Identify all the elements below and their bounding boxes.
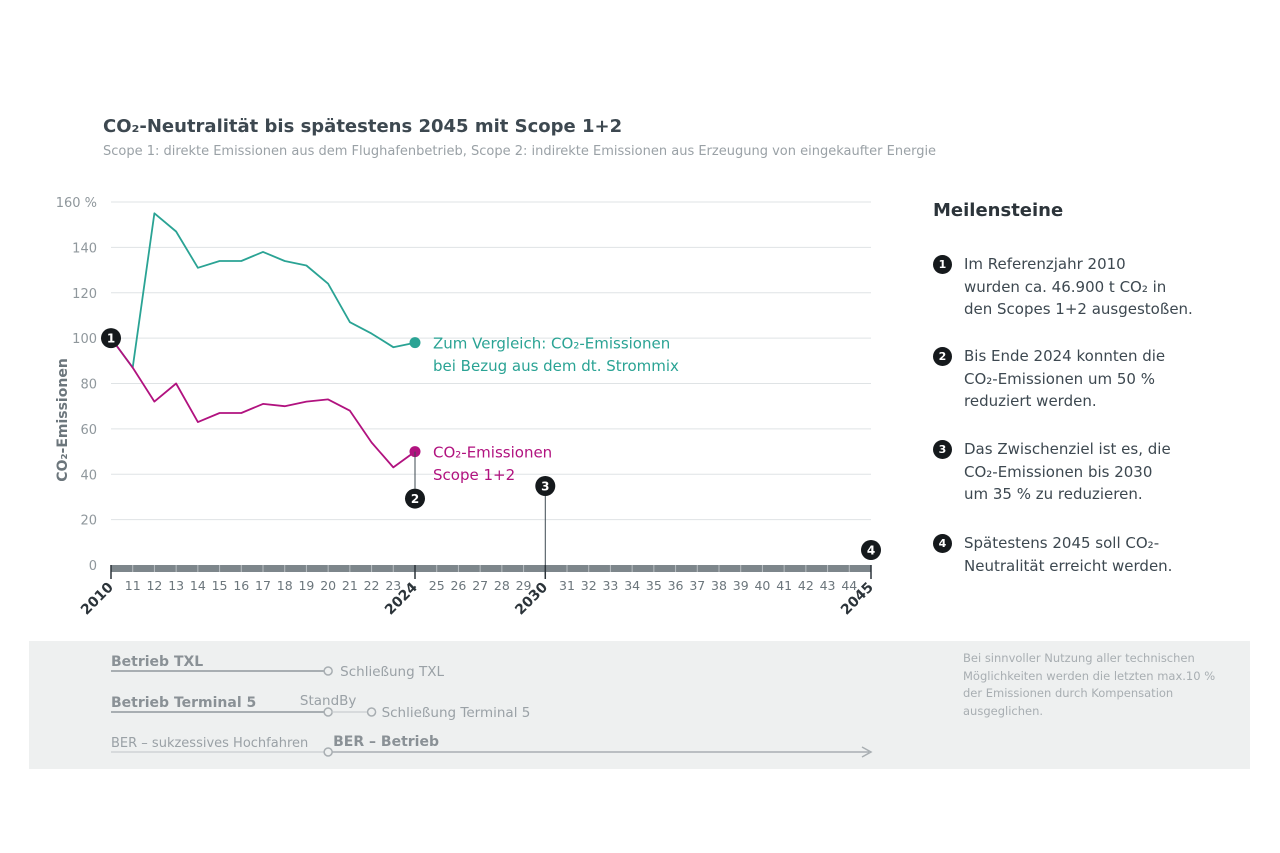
x-tick-label: 26 (450, 578, 466, 593)
x-tick-label: 27 (472, 578, 488, 593)
timeline-ber-label: BER – Betrieb (333, 734, 439, 750)
x-tick-label: 37 (689, 578, 705, 593)
annotation-number-4: 4 (867, 544, 875, 558)
series-label-2: CO₂-Emissionen (433, 444, 552, 462)
x-tick-label: 13 (168, 578, 184, 593)
x-tick-label: 11 (125, 578, 141, 593)
series-label-1: bei Bezug aus dem dt. Strommix (433, 357, 679, 375)
x-tick-label: 41 (776, 578, 792, 593)
timeline-txl-end-label: Schließung TXL (340, 664, 444, 680)
series-label-2: Scope 1+2 (433, 466, 515, 484)
x-tick-label: 40 (754, 578, 770, 593)
series-endpoint-1 (409, 337, 421, 349)
x-tick-label: 16 (233, 578, 249, 593)
x-tick-label: 33 (602, 578, 618, 593)
x-tick-label: 39 (733, 578, 749, 593)
milestone-4-text: Spätestens 2045 soll CO₂- Neutralität er… (964, 534, 1173, 575)
x-tick-label: 32 (581, 578, 597, 593)
timeline-band (29, 641, 1250, 769)
series-line-1 (110, 212, 416, 369)
x-tick-label: 44 (841, 578, 857, 593)
y-tick-label: 100 (72, 332, 97, 347)
y-tick-label: 160 % (56, 196, 97, 211)
y-axis-label: CO₂-Emissionen (55, 358, 71, 482)
y-tick-label: 120 (72, 287, 97, 302)
x-tick-label: 42 (798, 578, 814, 593)
timeline-t5-end (366, 707, 377, 717)
annotation-badge-4 (861, 540, 881, 560)
chart-title: CO₂-Neutralität bis spätestens 2045 mit … (103, 116, 623, 137)
series-label-1: Zum Vergleich: CO₂-Emissionen (433, 335, 670, 353)
y-tick-label: 40 (80, 468, 97, 483)
annotation-number-2: 2 (411, 492, 419, 506)
compensation-note: Bei sinnvoller Nutzung aller technischen… (963, 651, 1216, 718)
annotation-badge-1 (101, 328, 121, 349)
y-tick-label: 140 (72, 241, 97, 256)
y-tick-label: 60 (80, 423, 97, 438)
y-tick-label: 80 (80, 378, 97, 393)
milestone-1-text: Im Referenzjahr 2010 wurden ca. 46.900 t… (964, 255, 1193, 318)
x-tick-label: 19 (298, 578, 314, 593)
annotation-number-3: 3 (541, 480, 549, 494)
milestone-3-text: Das Zwischenziel ist es, die CO₂-Emissio… (964, 440, 1171, 503)
chart-subtitle: Scope 1: direkte Emissionen aus dem Flug… (103, 144, 937, 159)
x-tick-label: 12 (146, 578, 162, 593)
x-tick-label: 15 (212, 578, 228, 593)
x-tick-label: 28 (494, 578, 510, 593)
x-tick-label: 21 (342, 578, 358, 593)
x-tick-label: 25 (429, 578, 445, 593)
timeline-t5-label: Betrieb Terminal 5 (111, 695, 256, 711)
timeline-ber-arrow (861, 746, 873, 758)
milestones-title: Meilensteine (933, 200, 1064, 221)
timeline-t5-standby-point (323, 707, 333, 717)
x-tick-label: 17 (255, 578, 271, 593)
x-tick-label: 31 (559, 578, 575, 593)
annotation-number-1: 1 (107, 332, 115, 346)
y-tick-label: 20 (80, 514, 97, 529)
x-tick-label: 36 (668, 578, 684, 593)
x-tick-label: 38 (711, 578, 727, 593)
milestone-2-badge: 2 (933, 347, 952, 366)
timeline-ber-ramp-label: BER – sukzessives Hochfahren (111, 736, 308, 751)
timeline-ber-start (323, 747, 333, 757)
timeline-txl-end (323, 666, 333, 676)
x-axis-bar (111, 565, 871, 572)
milestone-4-badge: 4 (933, 534, 952, 553)
milestone-3-badge: 3 (933, 440, 952, 459)
x-major-label: 2010 (78, 579, 117, 618)
timeline-t5-standby-label: StandBy (300, 693, 357, 709)
annotation-badge-3 (535, 476, 556, 496)
series-line-2 (110, 337, 416, 469)
milestone-1-badge: 1 (933, 255, 952, 274)
x-tick-label: 35 (646, 578, 662, 593)
x-tick-label: 43 (820, 578, 836, 593)
timeline-t5-end-label: Schließung Terminal 5 (382, 705, 531, 721)
annotation-badge-2 (405, 488, 425, 509)
x-tick-label: 14 (190, 578, 206, 593)
timeline-txl-label: Betrieb TXL (111, 654, 203, 670)
x-tick-label: 34 (624, 578, 640, 593)
x-tick-label: 29 (516, 578, 532, 593)
x-tick-label: 22 (364, 578, 380, 593)
y-tick-label: 0 (89, 559, 97, 574)
milestone-2-text: Bis Ende 2024 konnten die CO₂-Emissionen… (964, 347, 1166, 410)
x-tick-label: 23 (385, 578, 401, 593)
x-tick-label: 18 (277, 578, 293, 593)
x-tick-label: 20 (320, 578, 336, 593)
